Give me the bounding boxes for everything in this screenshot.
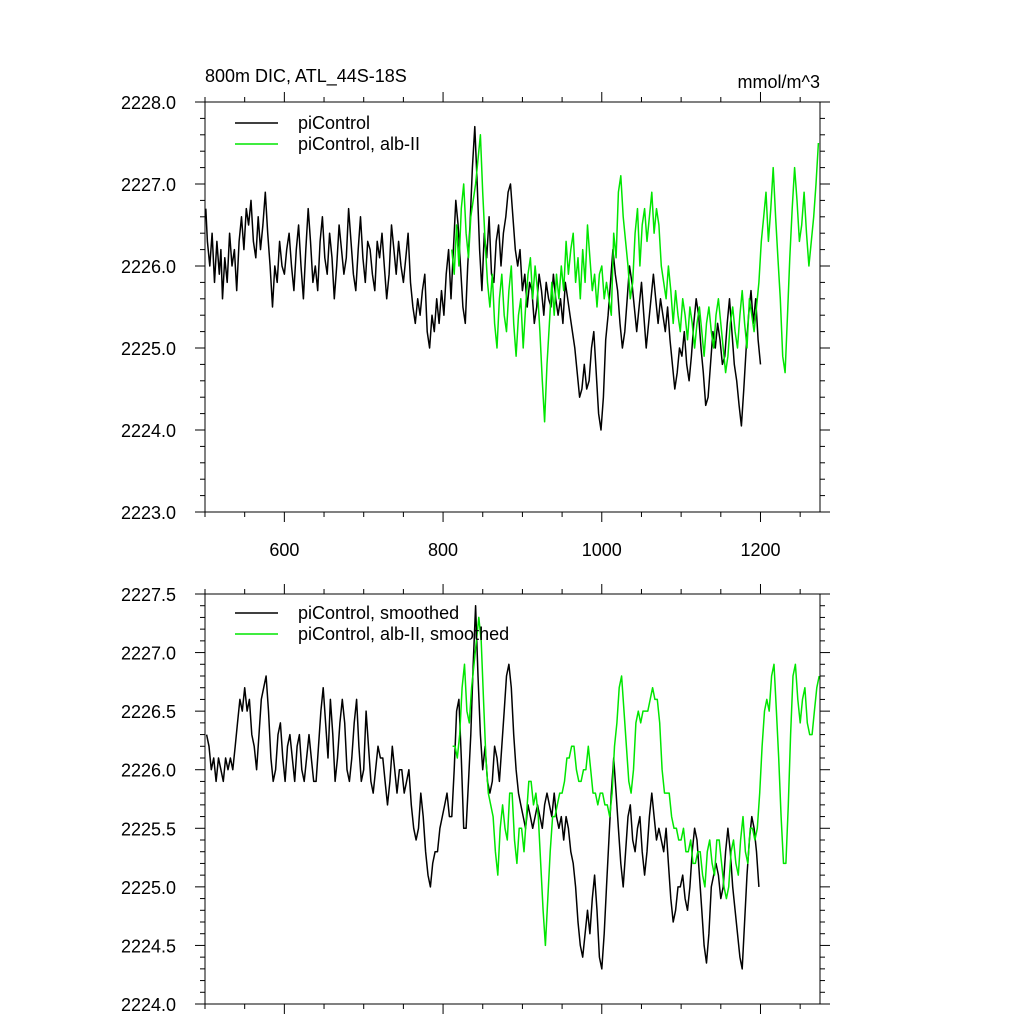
legend-label-0: piControl, smoothed: [298, 603, 459, 623]
y-tick-label: 2225.0: [121, 339, 176, 359]
panel-bottom: 2224.0 2224.5 2225.0 2225.5 2226.0 2226.5 2227…: [121, 584, 830, 1015]
y-tick-label: 2224.0: [121, 995, 176, 1015]
series-line-0: [205, 125, 762, 431]
series-line-1: [452, 616, 820, 947]
chart-units: mmol/m^3: [738, 72, 820, 92]
y-tick-label: 2224.0: [121, 421, 176, 441]
y-tick-label: 2227.5: [121, 585, 176, 605]
y-tick-label: 2226.0: [121, 257, 176, 277]
series-line-0: [205, 604, 760, 970]
legend-label-0: piControl: [298, 113, 370, 133]
chart-title: 800m DIC, ATL_44S-18S: [205, 66, 407, 87]
y-tick-label: 2228.0: [121, 93, 176, 113]
y-tick-label: 2225.0: [121, 878, 176, 898]
legend-label-1: piControl, alb-II: [298, 134, 420, 154]
y-tick-label: 2224.5: [121, 936, 176, 956]
legend-label-1: piControl, alb-II, smoothed: [298, 624, 509, 644]
plot-frame: [204, 593, 821, 1005]
y-tick-label: 2227.0: [121, 644, 176, 664]
y-tick-label: 2225.5: [121, 819, 176, 839]
panel-top: 600 800 1000 1200 2223.0 2224.0 2225.0 2226.0 22…: [121, 66, 830, 560]
y-tick-label: 2226.0: [121, 761, 176, 781]
x-tick-label: 1000: [582, 540, 622, 560]
x-tick-label: 800: [428, 540, 458, 560]
x-tick-label: 600: [269, 540, 299, 560]
x-tick-label: 1200: [740, 540, 780, 560]
series-line-1: [451, 134, 820, 423]
y-tick-label: 2223.0: [121, 503, 176, 523]
plot-frame: [204, 101, 821, 513]
y-tick-label: 2226.5: [121, 702, 176, 722]
y-tick-label: 2227.0: [121, 175, 176, 195]
